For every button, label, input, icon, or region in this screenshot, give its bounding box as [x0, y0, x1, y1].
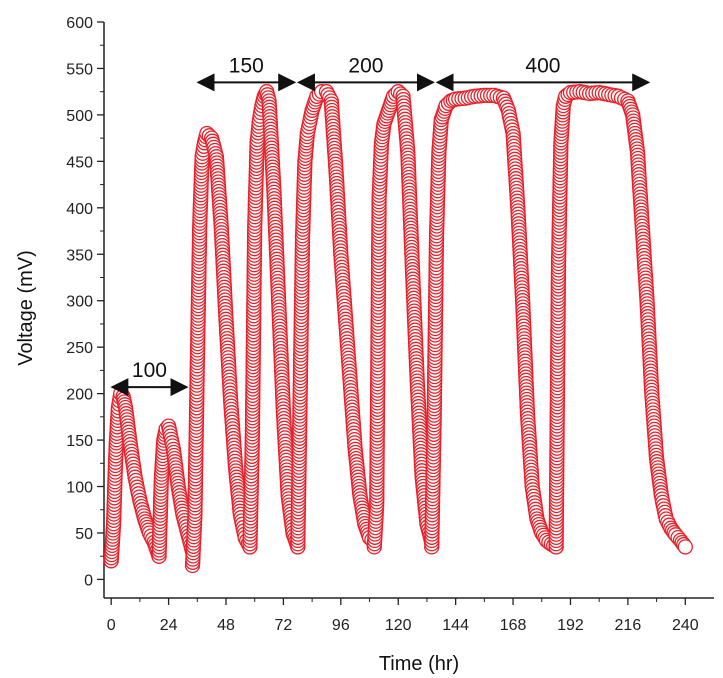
y-axis-title: Voltage (mV) — [15, 250, 37, 366]
x-tick-label: 120 — [385, 617, 412, 634]
y-tick-label: 600 — [66, 15, 93, 32]
x-tick-label: 96 — [332, 617, 350, 634]
x-tick-label: 216 — [615, 617, 642, 634]
y-tick-label: 150 — [66, 433, 93, 450]
x-tick-label: 0 — [107, 617, 116, 634]
series-voltage — [103, 84, 693, 574]
annotation-label: 100 — [132, 359, 167, 382]
data-point — [677, 539, 693, 555]
x-tick-label: 24 — [160, 617, 178, 634]
x-tick-label: 144 — [442, 617, 469, 634]
y-tick-label: 100 — [66, 480, 93, 497]
y-tick-label: 200 — [66, 387, 93, 404]
y-tick-label: 50 — [75, 526, 93, 543]
annotation-label: 200 — [348, 54, 383, 77]
y-tick-label: 350 — [66, 247, 93, 264]
y-tick-label: 500 — [66, 108, 93, 125]
annotation-label: 150 — [229, 54, 264, 77]
x-tick-label: 192 — [557, 617, 584, 634]
axis-ticks: 0 50 100 150 200 250 300 350 400 450 500 550 600 0 24 4… — [66, 15, 698, 634]
y-tick-label: 400 — [66, 201, 93, 218]
y-tick-label: 550 — [66, 61, 93, 78]
axes — [103, 22, 714, 599]
x-tick-label: 48 — [217, 617, 235, 634]
x-tick-label: 168 — [500, 617, 527, 634]
y-tick-label: 250 — [66, 340, 93, 357]
y-tick-label: 450 — [66, 154, 93, 171]
annotation-label: 400 — [525, 54, 560, 77]
x-axis-title: Time (hr) — [379, 653, 459, 675]
x-tick-label: 240 — [672, 617, 699, 634]
y-tick-label: 300 — [66, 294, 93, 311]
annotations: 100 150 200 400 — [110, 54, 651, 397]
y-tick-label: 0 — [84, 572, 93, 589]
x-tick-label: 72 — [275, 617, 293, 634]
